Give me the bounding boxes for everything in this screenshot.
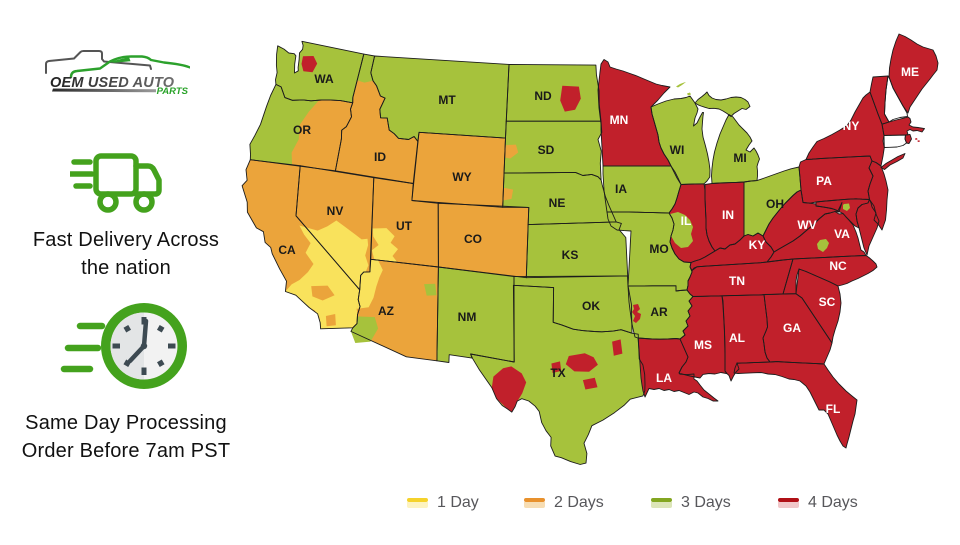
svg-text:AL: AL (729, 331, 745, 345)
svg-text:SD: SD (538, 143, 555, 157)
svg-text:MT: MT (438, 93, 456, 107)
svg-text:IN: IN (722, 208, 734, 222)
svg-text:UT: UT (396, 219, 413, 233)
svg-text:IL: IL (681, 214, 692, 228)
svg-text:VA: VA (834, 227, 850, 241)
svg-text:FL: FL (826, 402, 841, 416)
svg-text:TX: TX (550, 366, 565, 380)
svg-text:NE: NE (549, 196, 566, 210)
svg-text:LA: LA (656, 371, 672, 385)
svg-text:KY: KY (749, 238, 766, 252)
svg-text:MO: MO (649, 242, 668, 256)
svg-text:WV: WV (797, 218, 816, 232)
svg-text:KS: KS (562, 248, 579, 262)
svg-text:OK: OK (582, 299, 600, 313)
svg-text:WA: WA (314, 72, 334, 86)
svg-text:WI: WI (670, 143, 685, 157)
svg-text:PARTS: PARTS (157, 86, 189, 97)
svg-text:CO: CO (464, 232, 482, 246)
svg-text:GA: GA (783, 321, 801, 335)
svg-text:OH: OH (766, 197, 784, 211)
svg-text:NC: NC (829, 259, 847, 273)
svg-text:IA: IA (615, 182, 627, 196)
svg-text:NV: NV (327, 204, 344, 218)
svg-text:AR: AR (650, 305, 668, 319)
svg-text:MN: MN (610, 113, 629, 127)
svg-text:OR: OR (293, 123, 311, 137)
svg-text:SC: SC (819, 295, 836, 309)
svg-text:CA: CA (278, 243, 296, 257)
svg-text:ND: ND (534, 89, 552, 103)
svg-text:ID: ID (374, 150, 386, 164)
svg-text:ME: ME (901, 65, 919, 79)
svg-text:MS: MS (694, 338, 712, 352)
svg-text:NY: NY (843, 119, 860, 133)
svg-text:MI: MI (733, 151, 746, 165)
svg-text:WY: WY (452, 170, 471, 184)
svg-text:TN: TN (729, 274, 745, 288)
svg-text:OEM USED AUTO: OEM USED AUTO (50, 75, 175, 91)
svg-text:NM: NM (458, 310, 477, 324)
svg-text:AZ: AZ (378, 304, 394, 318)
svg-text:PA: PA (816, 174, 832, 188)
